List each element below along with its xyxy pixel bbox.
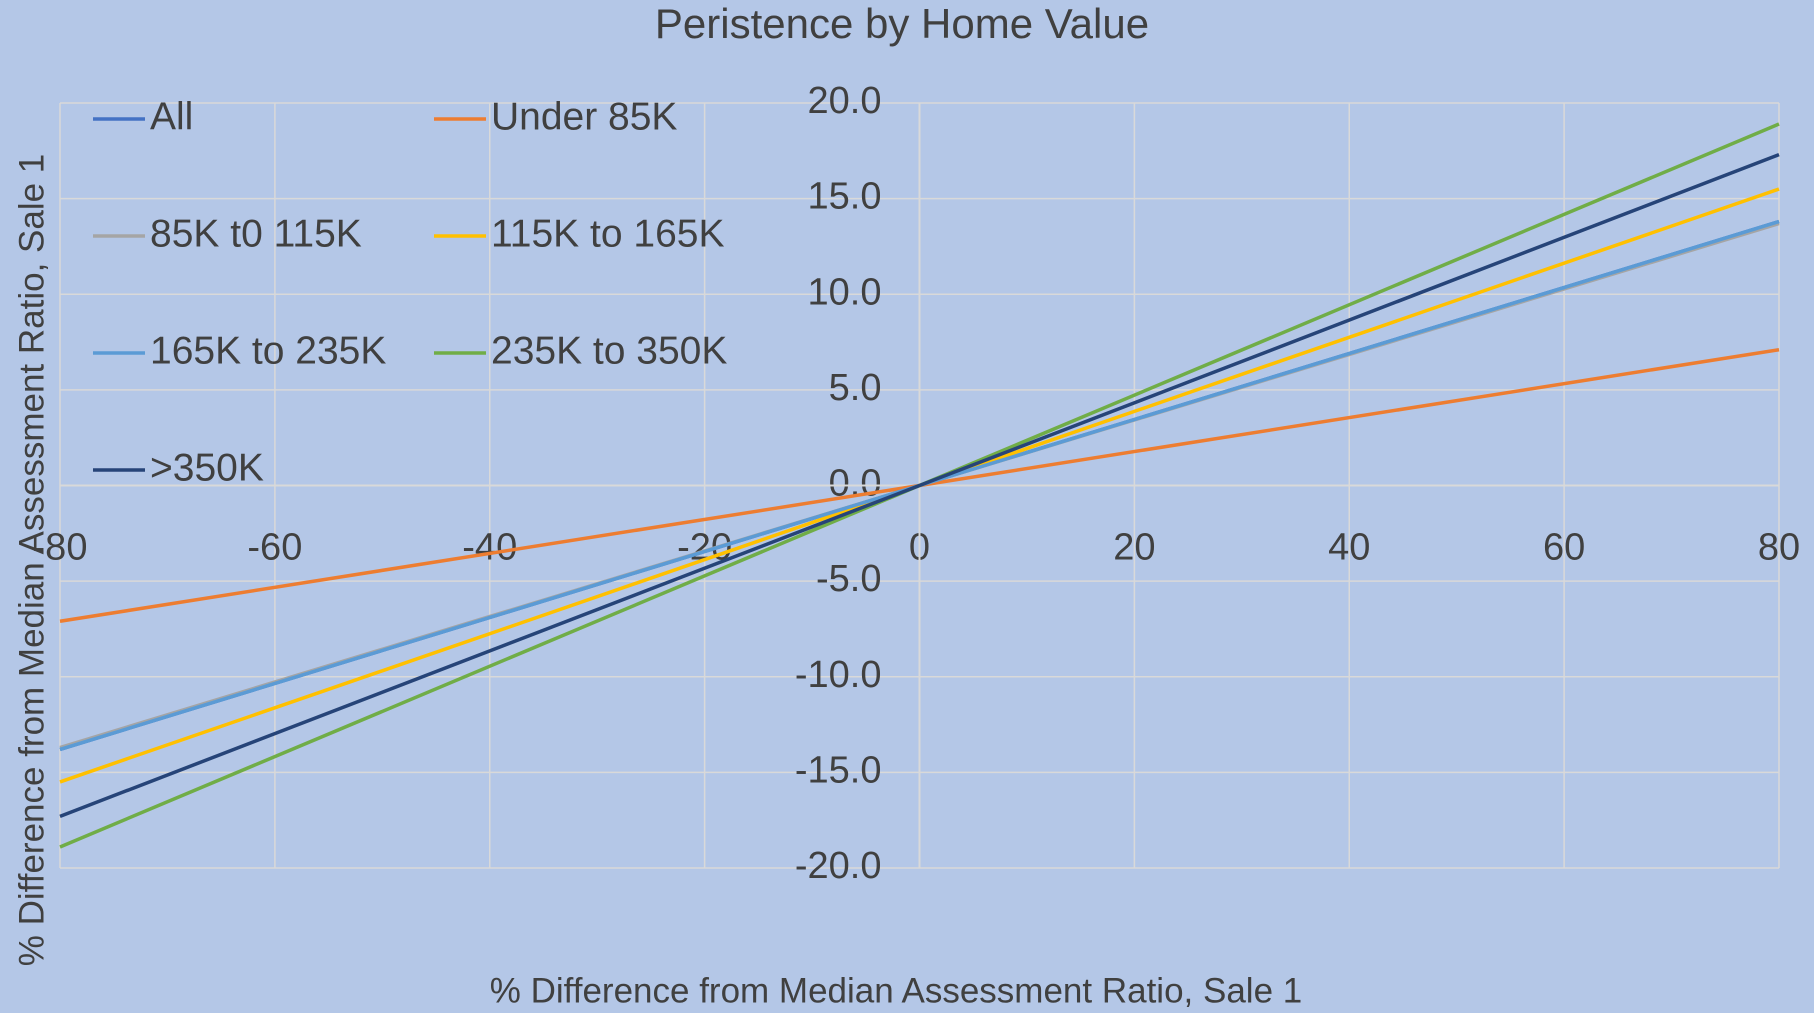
y-tick-label: -15.0 bbox=[795, 749, 882, 791]
y-tick-label: 20.0 bbox=[808, 80, 882, 122]
legend-label: Under 85K bbox=[491, 95, 677, 138]
y-tick-label: -5.0 bbox=[816, 558, 881, 600]
legend-label: 165K to 235K bbox=[150, 329, 386, 372]
x-tick-label: 80 bbox=[1758, 527, 1800, 569]
y-tick-label: 5.0 bbox=[829, 367, 882, 409]
legend-label: All bbox=[150, 95, 193, 138]
y-tick-label: -10.0 bbox=[795, 654, 882, 696]
x-tick-label: -60 bbox=[247, 527, 302, 569]
chart-title: Peristence by Home Value bbox=[655, 0, 1149, 47]
x-tick-label: 60 bbox=[1543, 527, 1585, 569]
y-tick-label: 10.0 bbox=[808, 271, 882, 313]
y-tick-label: 15.0 bbox=[808, 176, 882, 218]
legend-label: >350K bbox=[150, 446, 264, 489]
legend-label: 235K to 350K bbox=[491, 329, 727, 372]
x-axis-title: % Difference from Median Assessment Rati… bbox=[490, 971, 1303, 1010]
x-tick-label: 40 bbox=[1328, 527, 1370, 569]
legend-label: 85K t0 115K bbox=[150, 212, 362, 255]
x-tick-label: -80 bbox=[33, 527, 88, 569]
series-line bbox=[59, 153, 1780, 818]
legend-label: 115K to 165K bbox=[491, 212, 724, 255]
y-tick-label: -20.0 bbox=[795, 845, 882, 887]
x-tick-label: 20 bbox=[1113, 527, 1155, 569]
y-axis-title: % Difference from Median Assessment Rati… bbox=[12, 154, 51, 967]
x-tick-label: -40 bbox=[462, 527, 517, 569]
